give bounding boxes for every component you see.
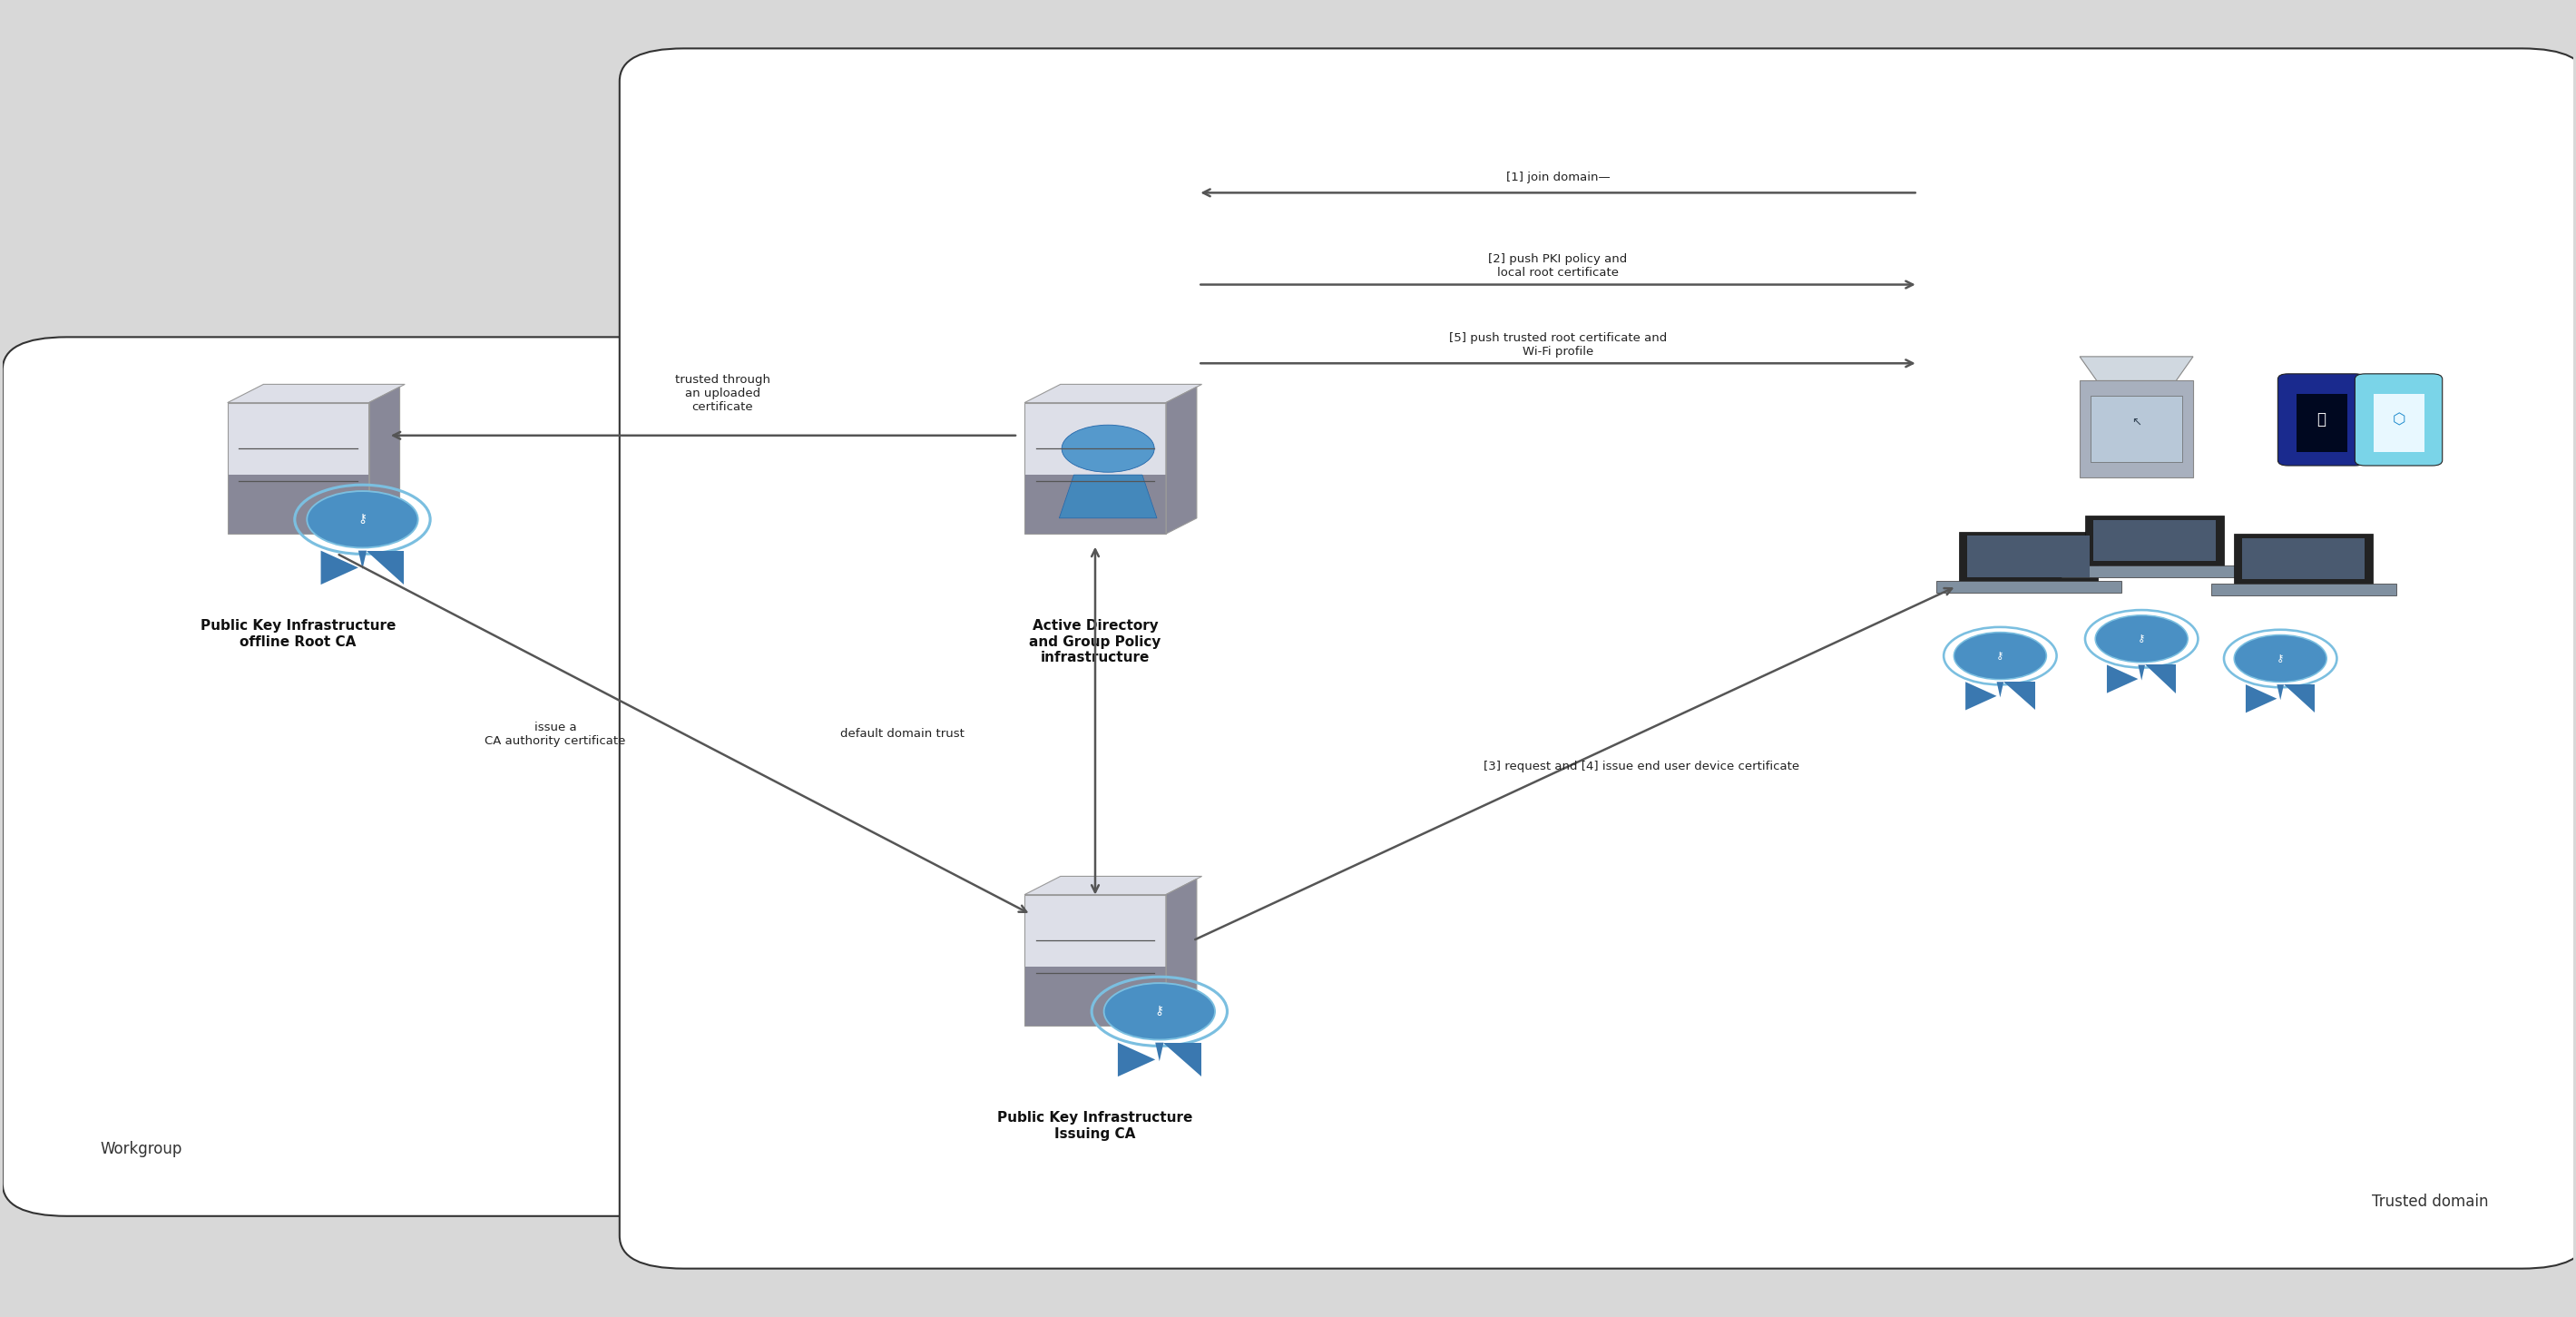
Text: Public Key Infrastructure
offline Root CA: Public Key Infrastructure offline Root C… (201, 619, 397, 648)
Polygon shape (1965, 682, 1996, 710)
Polygon shape (2277, 685, 2285, 701)
Polygon shape (358, 551, 366, 569)
Polygon shape (1025, 876, 1203, 894)
Polygon shape (2244, 539, 2365, 579)
Text: ⚷: ⚷ (2138, 635, 2146, 644)
Polygon shape (1025, 475, 1167, 533)
Polygon shape (368, 387, 399, 533)
Polygon shape (1118, 1043, 1154, 1076)
FancyBboxPatch shape (2372, 394, 2424, 452)
Circle shape (1105, 982, 1216, 1039)
Text: ⚷: ⚷ (1996, 652, 2004, 660)
Circle shape (2233, 635, 2326, 682)
Polygon shape (1968, 536, 2089, 577)
Polygon shape (2004, 682, 2035, 710)
Text: [3] request and [4] issue end user device certificate: [3] request and [4] issue end user devic… (1484, 761, 1801, 773)
Text: ⚷: ⚷ (1154, 1005, 1164, 1018)
Polygon shape (1154, 1043, 1164, 1062)
Polygon shape (2146, 665, 2177, 693)
Polygon shape (366, 551, 404, 585)
Text: ⚷: ⚷ (2277, 655, 2285, 662)
Polygon shape (1167, 387, 1198, 533)
Polygon shape (1937, 581, 2120, 593)
Text: [1] join domain—: [1] join domain— (1507, 171, 1610, 183)
Polygon shape (227, 385, 404, 403)
Text: 🤖: 🤖 (2316, 411, 2326, 428)
Text: ⚷: ⚷ (358, 514, 366, 525)
FancyBboxPatch shape (2295, 394, 2347, 452)
Polygon shape (2233, 535, 2372, 583)
Polygon shape (2084, 516, 2223, 565)
Text: ⬡: ⬡ (2393, 411, 2406, 428)
Text: ↖: ↖ (2130, 416, 2141, 428)
Text: [2] push PKI policy and
local root certificate: [2] push PKI policy and local root certi… (1489, 253, 1628, 279)
Polygon shape (1996, 682, 2004, 698)
Circle shape (1061, 425, 1154, 473)
FancyBboxPatch shape (2277, 374, 2365, 466)
Text: Trusted domain: Trusted domain (2372, 1193, 2488, 1209)
Polygon shape (1025, 967, 1167, 1026)
Polygon shape (1167, 878, 1198, 1026)
Polygon shape (2138, 665, 2146, 681)
Polygon shape (1025, 385, 1203, 403)
Text: issue a
CA authority certificate: issue a CA authority certificate (484, 722, 626, 747)
Polygon shape (2092, 396, 2182, 462)
Circle shape (307, 491, 417, 548)
Polygon shape (2061, 565, 2246, 577)
Polygon shape (1164, 1043, 1200, 1076)
Polygon shape (2079, 381, 2192, 477)
Polygon shape (2285, 685, 2316, 712)
Text: [5] push trusted root certificate and
Wi-Fi profile: [5] push trusted root certificate and Wi… (1448, 332, 1667, 358)
Polygon shape (2079, 357, 2192, 381)
Text: default domain trust: default domain trust (840, 728, 963, 740)
Text: Public Key Infrastructure
Issuing CA: Public Key Infrastructure Issuing CA (997, 1112, 1193, 1141)
FancyBboxPatch shape (3, 337, 683, 1216)
Text: Workgroup: Workgroup (100, 1141, 183, 1158)
Polygon shape (1059, 475, 1157, 518)
Circle shape (1953, 632, 2045, 680)
Polygon shape (2210, 583, 2396, 595)
Polygon shape (227, 403, 368, 475)
Polygon shape (1025, 403, 1167, 475)
FancyBboxPatch shape (2354, 374, 2442, 466)
Polygon shape (322, 551, 358, 585)
Text: trusted through
an uploaded
certificate: trusted through an uploaded certificate (675, 374, 770, 414)
Polygon shape (1025, 894, 1167, 967)
Polygon shape (1958, 532, 2097, 581)
Polygon shape (2246, 685, 2277, 712)
Circle shape (2094, 615, 2187, 662)
FancyBboxPatch shape (621, 49, 2576, 1268)
Polygon shape (227, 475, 368, 533)
Text: Active Directory
and Group Policy
infrastructure: Active Directory and Group Policy infras… (1030, 619, 1162, 664)
Polygon shape (2094, 520, 2215, 561)
Polygon shape (2107, 665, 2138, 693)
